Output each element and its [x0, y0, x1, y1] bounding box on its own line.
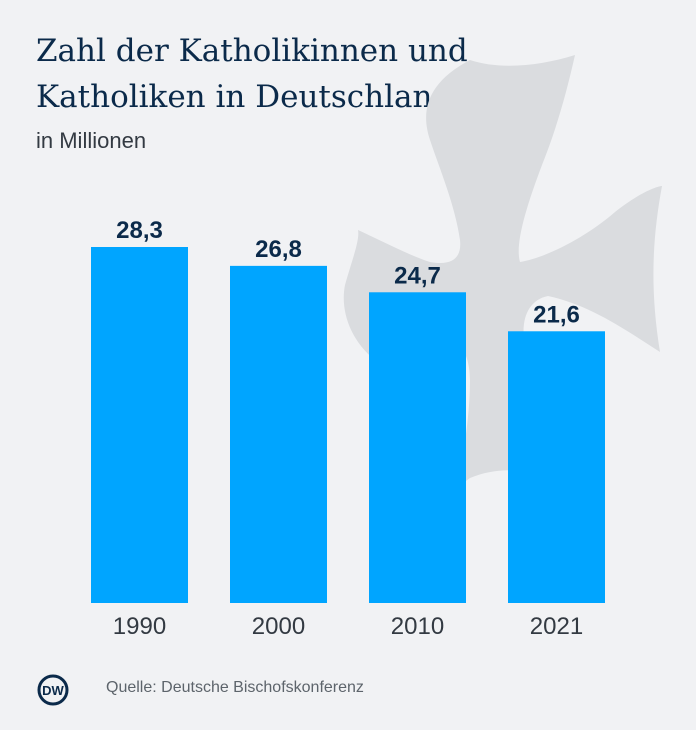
value-label-1990: 28,3 [116, 217, 163, 244]
dw-logo-text: DW [42, 683, 64, 698]
x-axis-labels: 1990 2000 2010 2021 [113, 613, 583, 640]
unit-label: in Millionen [36, 128, 147, 153]
value-labels-layer: 28,3 26,8 24,7 21,6 [116, 217, 580, 328]
chart-title: Zahl der Katholikinnen und Katholiken in… [36, 28, 596, 120]
dw-logo-icon: DW [37, 674, 69, 706]
x-tick-label-2021: 2021 [530, 613, 583, 640]
title-line-2: Katholiken in Deutschland [36, 79, 453, 115]
value-label-2000: 26,8 [255, 236, 302, 263]
bar-1990 [91, 247, 188, 603]
x-tick-label-2010: 2010 [391, 613, 444, 640]
source-note: Quelle: Deutsche Bischofskonferenz [106, 679, 364, 696]
value-label-2010: 24,7 [394, 262, 441, 289]
bars-layer [91, 247, 605, 603]
x-tick-label-1990: 1990 [113, 613, 166, 640]
bar-2010 [369, 292, 466, 603]
cross-watermark [343, 55, 662, 505]
title-line-1: Zahl der Katholikinnen und [36, 33, 468, 69]
x-tick-label-2000: 2000 [252, 613, 305, 640]
value-label-2021: 21,6 [533, 301, 580, 328]
bar-2021 [508, 331, 605, 603]
bar-2000 [230, 265, 327, 603]
